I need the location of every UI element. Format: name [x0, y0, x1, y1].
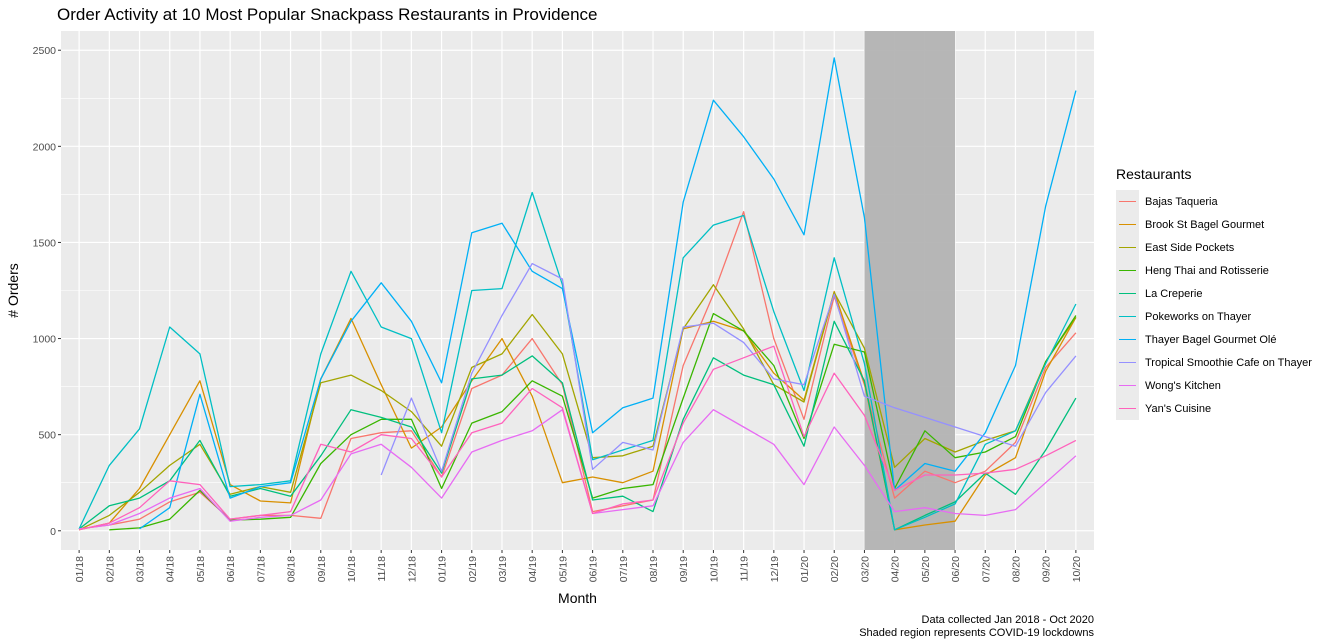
x-tick-label: 04/19: [527, 556, 539, 582]
x-tick-label: 11/19: [739, 556, 751, 582]
caption-data-range: Data collected Jan 2018 - Oct 2020: [921, 614, 1094, 626]
legend-item-thayer-bagel-gourmet-ol: Thayer Bagel Gourmet Olé: [1116, 328, 1312, 351]
x-tick-label: 09/20: [1041, 556, 1053, 582]
legend-item-heng-thai-and-rotisserie: Heng Thai and Rotisserie: [1116, 259, 1312, 282]
legend-swatch: [1119, 408, 1136, 410]
legend-swatch: [1119, 339, 1136, 341]
legend-key: [1116, 236, 1139, 259]
x-tick-label: 07/18: [255, 556, 267, 582]
x-tick-label: 03/18: [135, 556, 147, 582]
legend-key: [1116, 351, 1139, 374]
y-tick-label: 1500: [33, 237, 57, 249]
legend-item-bajas-taqueria: Bajas Taqueria: [1116, 190, 1312, 213]
legend-item-brook-st-bagel-gourmet: Brook St Bagel Gourmet: [1116, 213, 1312, 236]
x-tick-label: 04/20: [890, 556, 902, 582]
legend-label: La Creperie: [1145, 287, 1203, 300]
x-tick-label: 06/18: [225, 556, 237, 582]
x-tick-label: 02/19: [467, 556, 479, 582]
x-tick-label: 07/19: [618, 556, 630, 582]
legend-swatch: [1119, 224, 1136, 226]
x-tick-label: 03/20: [859, 556, 871, 582]
y-tick-label: 500: [38, 430, 56, 442]
series-line-east-side-pockets: [78, 284, 1077, 531]
x-tick-label: 04/18: [165, 556, 177, 582]
x-tick-label: 05/20: [920, 556, 932, 582]
legend-title: Restaurants: [1116, 166, 1192, 182]
legend-key: [1116, 282, 1139, 305]
x-tick-label: 12/18: [406, 556, 418, 582]
x-tick-label: 07/20: [980, 556, 992, 582]
y-axis-title: # Orders: [5, 263, 21, 317]
legend-swatch: [1119, 316, 1136, 318]
x-tick-label: 08/18: [286, 556, 298, 582]
legend-key: [1116, 190, 1139, 213]
legend-item-pokeworks-on-thayer: Pokeworks on Thayer: [1116, 305, 1312, 328]
legend-item-wong-s-kitchen: Wong's Kitchen: [1116, 374, 1312, 397]
x-tick-label: 05/18: [195, 556, 207, 582]
x-tick-label: 05/19: [557, 556, 569, 582]
legend-key: [1116, 305, 1139, 328]
x-tick-label: 01/20: [799, 556, 811, 582]
legend-label: Thayer Bagel Gourmet Olé: [1145, 333, 1277, 346]
legend-key: [1116, 397, 1139, 420]
legend-item-tropical-smoothie-cafe-on-thayer: Tropical Smoothie Cafe on Thayer: [1116, 351, 1312, 374]
chart-title: Order Activity at 10 Most Popular Snackp…: [57, 5, 598, 24]
legend-label: Pokeworks on Thayer: [1145, 310, 1252, 323]
legend-label: Yan's Cuisine: [1145, 402, 1212, 415]
legend-key: [1116, 374, 1139, 397]
x-tick-label: 02/18: [104, 556, 116, 582]
series-line-thayer-bagel-gourmet-ol: [139, 57, 1077, 530]
x-tick-label: 06/19: [588, 556, 600, 582]
series-line-yan-s-cuisine: [78, 345, 1077, 531]
x-tick-label: 11/18: [376, 556, 388, 582]
x-tick-label: 09/18: [316, 556, 328, 582]
legend-item-east-side-pockets: East Side Pockets: [1116, 236, 1312, 259]
legend-swatch: [1119, 362, 1136, 364]
caption-shaded-note: Shaded region represents COVID-19 lockdo…: [859, 627, 1094, 639]
x-tick-label: 02/20: [829, 556, 841, 582]
x-tick-label: 10/18: [346, 556, 358, 582]
legend-item-yan-s-cuisine: Yan's Cuisine: [1116, 397, 1312, 420]
y-tick-label: 2000: [33, 141, 57, 153]
x-tick-label: 12/19: [769, 556, 781, 582]
legend-label: East Side Pockets: [1145, 241, 1235, 254]
x-tick-label: 01/18: [74, 556, 86, 582]
legend-swatch: [1119, 385, 1136, 387]
legend-swatch: [1119, 270, 1136, 272]
x-tick-label: 08/19: [648, 556, 660, 582]
legend-item-la-creperie: La Creperie: [1116, 282, 1312, 305]
legend-label: Wong's Kitchen: [1145, 379, 1221, 392]
y-tick-label: 2500: [33, 45, 57, 57]
legend-swatch: [1119, 293, 1136, 295]
y-tick-label: 1000: [33, 334, 57, 346]
series-line-tropical-smoothie-cafe-on-thayer: [380, 262, 1077, 476]
x-tick-label: 08/20: [1010, 556, 1022, 582]
legend: Restaurants Bajas Taqueria Brook St Bagel…: [1116, 166, 1312, 420]
legend-label: Tropical Smoothie Cafe on Thayer: [1145, 356, 1312, 369]
legend-label: Bajas Taqueria: [1145, 195, 1218, 208]
x-tick-label: 09/19: [678, 556, 690, 582]
covid-lockdown-region: [864, 31, 956, 550]
x-axis-title: Month: [558, 590, 597, 606]
legend-key: [1116, 259, 1139, 282]
legend-key: [1116, 328, 1139, 351]
legend-key: [1116, 213, 1139, 236]
legend-swatch: [1119, 247, 1136, 249]
x-tick-label: 01/19: [437, 556, 449, 582]
x-tick-label: 03/19: [497, 556, 509, 582]
x-tick-label: 10/20: [1071, 556, 1083, 582]
legend-label: Brook St Bagel Gourmet: [1145, 218, 1265, 231]
legend-swatch: [1119, 201, 1136, 203]
x-tick-label: 06/20: [950, 556, 962, 582]
legend-label: Heng Thai and Rotisserie: [1145, 264, 1269, 277]
x-tick-label: 10/19: [708, 556, 720, 582]
y-tick-label: 0: [50, 526, 56, 538]
